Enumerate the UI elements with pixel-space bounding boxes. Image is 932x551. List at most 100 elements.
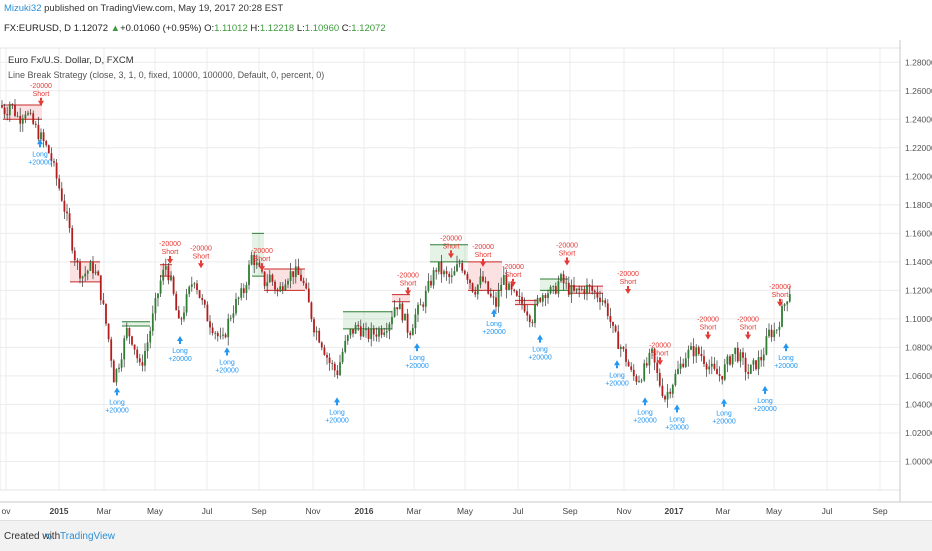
candle-body xyxy=(227,318,230,338)
low-value: 1.10960 xyxy=(304,23,340,34)
candle-body xyxy=(666,391,669,400)
candle-body xyxy=(76,260,79,262)
candle-body xyxy=(703,356,705,364)
candle-body xyxy=(11,103,14,105)
y-tick-label: 1.02000 xyxy=(905,428,932,438)
candle-body xyxy=(482,276,484,282)
x-tick-label: Jul xyxy=(822,506,833,516)
candle-body xyxy=(32,113,35,124)
candle-body xyxy=(183,312,185,320)
author-link[interactable]: Mizuki32 xyxy=(4,3,42,14)
candle-body xyxy=(500,284,503,291)
candle-body xyxy=(565,282,568,284)
candle-body xyxy=(632,369,635,377)
symbol-bar: FX:EURUSD, D 1.12072 ▲+0.01060 (+0.95%) … xyxy=(4,23,386,34)
channel-fill xyxy=(3,105,42,120)
candle-body xyxy=(175,293,178,311)
x-tick-label: May xyxy=(766,506,783,516)
channel-fill xyxy=(343,311,392,329)
short-arrow-shaft xyxy=(482,258,484,262)
candle-body xyxy=(456,264,458,272)
candle-body xyxy=(541,295,544,302)
candle-body xyxy=(209,321,211,328)
candle-body xyxy=(406,313,409,333)
candle-body xyxy=(430,280,432,286)
candle-body xyxy=(380,329,383,335)
candle-body xyxy=(250,254,253,265)
candle-body xyxy=(450,275,453,277)
candle-body xyxy=(68,213,71,229)
short-arrow-icon xyxy=(657,360,663,366)
y-tick-label: 1.26000 xyxy=(905,86,932,96)
candle-body xyxy=(229,317,232,319)
short-label: Short xyxy=(772,292,789,299)
candle-body xyxy=(700,353,703,357)
long-label: Long xyxy=(532,347,548,354)
short-label: Short xyxy=(400,280,417,287)
channel-fill xyxy=(540,278,568,291)
long-qty-label: +20000 xyxy=(665,424,689,431)
line-break-channels xyxy=(3,104,603,330)
short-arrow-shaft xyxy=(779,298,781,302)
candle-body xyxy=(547,293,549,299)
candle-body xyxy=(760,357,763,361)
candle-body xyxy=(193,283,196,285)
y-tick-label: 1.24000 xyxy=(905,114,932,124)
tradingview-brand[interactable]: TradingView xyxy=(60,531,116,542)
long-arrow-shaft xyxy=(116,392,118,396)
candle-body xyxy=(357,324,360,327)
candle-body xyxy=(515,290,518,296)
candle-body xyxy=(521,296,523,304)
long-qty-label: +20000 xyxy=(325,417,349,424)
short-arrow-shaft xyxy=(707,331,709,335)
x-tick-label: Nov xyxy=(305,506,321,516)
short-label: Short xyxy=(740,325,757,332)
long-label: Long xyxy=(669,416,685,423)
candle-body xyxy=(149,331,152,343)
candle-body xyxy=(79,261,81,279)
candle-body xyxy=(723,364,726,380)
long-qty-label: +20000 xyxy=(482,329,506,336)
candle-body xyxy=(510,283,513,290)
candle-body xyxy=(112,360,115,383)
time-axis[interactable]: ov 2015 Mar May Jul Sep Nov 2016 Mar May Jul Sep Nov… xyxy=(0,501,932,516)
candle-body xyxy=(658,372,661,386)
candle-body xyxy=(302,280,305,284)
candle-body xyxy=(487,281,490,294)
candle-body xyxy=(326,354,328,358)
candle-body xyxy=(471,283,474,292)
candle-body xyxy=(393,307,396,317)
candle-body xyxy=(528,315,531,323)
long-arrow-icon xyxy=(762,385,768,391)
price-chart[interactable]: -20000ShortLong+20000Long+20000-20000Sho… xyxy=(0,40,932,518)
candle-body xyxy=(284,284,287,291)
price-axis[interactable]: 1.00000 1.02000 1.04000 1.06000 1.08000 1.100… xyxy=(899,40,932,502)
symbol-label[interactable]: FX:EURUSD, D xyxy=(4,23,72,34)
long-qty-label: +20000 xyxy=(105,407,129,414)
x-tick-label: Jul xyxy=(202,506,213,516)
high-label: H: xyxy=(250,23,260,34)
candle-body xyxy=(752,360,755,365)
candle-body xyxy=(414,314,417,329)
y-tick-label: 1.20000 xyxy=(905,171,932,181)
candle-body xyxy=(401,303,404,321)
candle-body xyxy=(497,290,500,307)
candle-body xyxy=(144,351,146,366)
candle-body xyxy=(71,228,74,251)
long-qty-label: +20000 xyxy=(405,363,429,370)
price-change: +0.01060 (+0.95%) xyxy=(120,23,202,34)
candle-body xyxy=(458,263,461,265)
short-qty-label: -20000 xyxy=(502,264,524,271)
short-arrow-icon xyxy=(38,100,44,106)
candle-body xyxy=(775,329,778,331)
short-arrow-shaft xyxy=(659,357,661,361)
short-qty-label: -20000 xyxy=(397,272,419,279)
candle-body xyxy=(596,292,599,298)
short-label: Short xyxy=(700,325,717,332)
candle-body xyxy=(206,304,209,322)
candle-body xyxy=(682,363,685,367)
candle-body xyxy=(768,329,770,337)
candle-body xyxy=(107,323,110,340)
tradingview-logo-icon: ∿ xyxy=(44,531,54,543)
candle-body xyxy=(196,283,198,291)
